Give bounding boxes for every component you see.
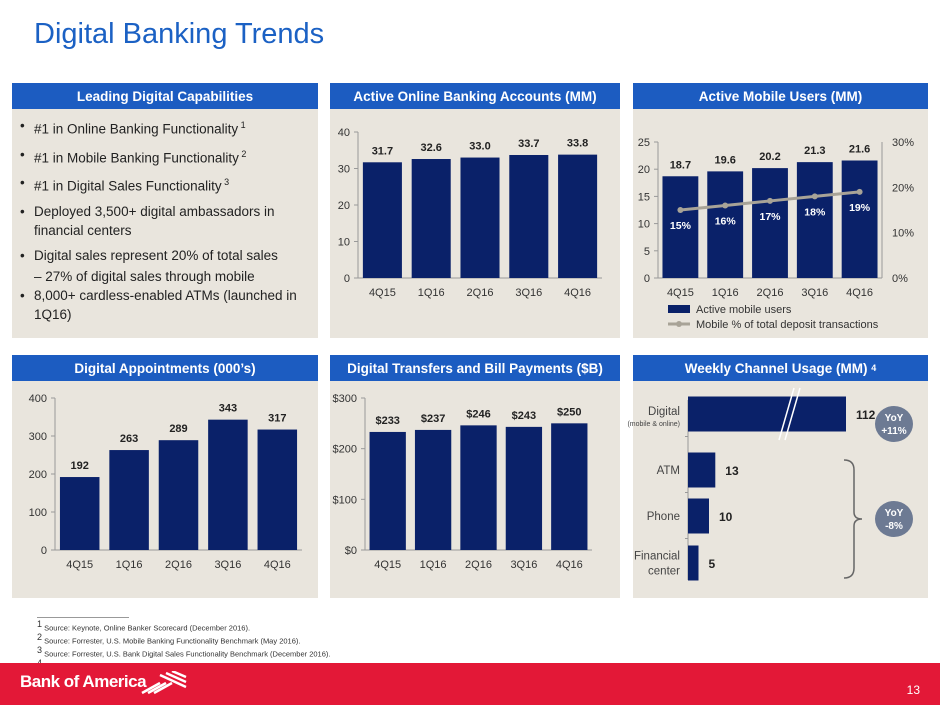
capability-bullet: #1 in Digital Sales Functionality 3 (20, 173, 310, 196)
panel-header-weekly: Weekly Channel Usage (MM) 4 (633, 355, 928, 381)
bullet-text: #1 in Digital Sales Functionality (34, 178, 222, 194)
bullet-footnote-ref: 1 (238, 120, 246, 130)
page-title: Digital Banking Trends (34, 18, 325, 50)
panel-transfers (330, 381, 620, 598)
capability-bullet: #1 in Mobile Banking Functionality 2 (20, 145, 310, 168)
panel-header-appointments: Digital Appointments (000’s) (12, 355, 318, 381)
bullet-footnote-ref: 3 (221, 177, 230, 187)
footnote-divider (37, 617, 129, 618)
capabilities-list: #1 in Online Banking Functionality 1#1 i… (20, 116, 310, 330)
bank-logo-text: Bank of America (20, 672, 147, 691)
panel-weekly (633, 381, 928, 598)
bullet-text: #1 in Online Banking Functionality (34, 121, 239, 137)
bullet-text: Deployed 3,500+ digital ambassadors in f… (34, 203, 275, 238)
panel-appointments (12, 381, 318, 598)
capability-bullet: Digital sales represent 20% of total sal… (20, 246, 310, 265)
weekly-header-sup: 4 (871, 363, 877, 373)
bullet-text: Digital sales represent 20% of total sal… (34, 247, 278, 263)
capability-bullet: #1 in Online Banking Functionality 1 (20, 116, 310, 139)
panel-header-capabilities: Leading Digital Capabilities (12, 83, 318, 109)
panel-online (330, 109, 620, 338)
page-number: 13 (906, 683, 920, 697)
footnote: 2 Source: Forrester, U.S. Mobile Banking… (37, 632, 301, 646)
panel-header-online: Active Online Banking Accounts (MM) (330, 83, 620, 109)
panel-header-transfers: Digital Transfers and Bill Payments ($B) (330, 355, 620, 381)
bullet-text: 8,000+ cardless-enabled ATMs (launched i… (34, 287, 297, 322)
footnote: 1 Source: Keynote, Online Banker Scoreca… (37, 619, 251, 633)
capability-bullet: Deployed 3,500+ digital ambassadors in f… (20, 202, 310, 240)
capability-subbullet: – 27% of digital sales through mobile (34, 268, 255, 284)
footnote: 3 Source: Forrester, U.S. Bank Digital S… (37, 645, 331, 659)
flag-logo-icon (141, 671, 187, 695)
panel-header-mobile: Active Mobile Users (MM) (633, 83, 928, 109)
capability-bullet: 8,000+ cardless-enabled ATMs (launched i… (20, 286, 310, 324)
bullet-footnote-ref: 2 (238, 148, 247, 159)
bullet-text: #1 in Mobile Banking Functionality (34, 150, 239, 165)
panel-mobile (633, 109, 928, 338)
weekly-header-text: Weekly Channel Usage (MM) (684, 360, 868, 376)
